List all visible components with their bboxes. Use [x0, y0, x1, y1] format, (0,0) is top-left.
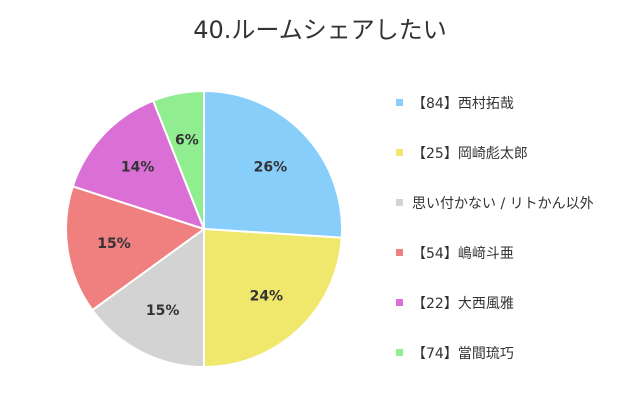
legend-swatch-5: [396, 349, 403, 356]
pie-slice-5: [151, 89, 205, 230]
legend-item-0: 【84】西村拓哉: [396, 94, 640, 112]
legend-label-0: 【84】西村拓哉: [412, 95, 514, 112]
slice-label-4: 14%: [121, 160, 155, 176]
slice-label-1: 24%: [250, 288, 284, 304]
chart-title: 40.ルームシェアしたい: [193, 16, 447, 44]
legend-swatch-4: [396, 299, 403, 306]
legend: 【84】西村拓哉 【25】岡崎彪太郎思い付かない / リトかん以外 【54】嶋﨑斗亜…: [396, 94, 640, 394]
legend-swatch-0: [396, 99, 403, 106]
pie-slice-0: [203, 89, 343, 239]
pie-slice-1: [203, 227, 343, 369]
legend-label-3: 【54】嶋﨑斗亜: [412, 245, 514, 262]
legend-item-5: 【74】當間琉巧: [396, 344, 640, 362]
legend-item-1: 【25】岡崎彪太郎: [396, 144, 640, 162]
legend-item-3: 【54】嶋﨑斗亜: [396, 244, 640, 262]
slice-label-3: 15%: [97, 236, 131, 252]
pie-slice-2: [90, 227, 205, 369]
pie-slice-4: [71, 99, 206, 231]
legend-swatch-2: [396, 199, 403, 206]
legend-item-2: 思い付かない / リトかん以外: [396, 194, 640, 212]
legend-label-2: 思い付かない / リトかん以外: [412, 195, 594, 212]
legend-label-1: 【25】岡崎彪太郎: [412, 145, 528, 162]
slice-label-2: 15%: [146, 303, 180, 319]
legend-item-4: 【22】大西風雅: [396, 294, 640, 312]
pie-chart: 26% 24% 15% 15% 14% 6%: [65, 89, 343, 369]
slice-label-5: 6%: [175, 133, 199, 149]
legend-swatch-1: [396, 149, 403, 156]
legend-swatch-3: [396, 249, 403, 256]
slice-label-0: 26%: [254, 160, 288, 176]
legend-label-5: 【74】當間琉巧: [412, 345, 514, 362]
legend-label-4: 【22】大西風雅: [412, 295, 514, 312]
pie-slice-3: [65, 185, 207, 312]
